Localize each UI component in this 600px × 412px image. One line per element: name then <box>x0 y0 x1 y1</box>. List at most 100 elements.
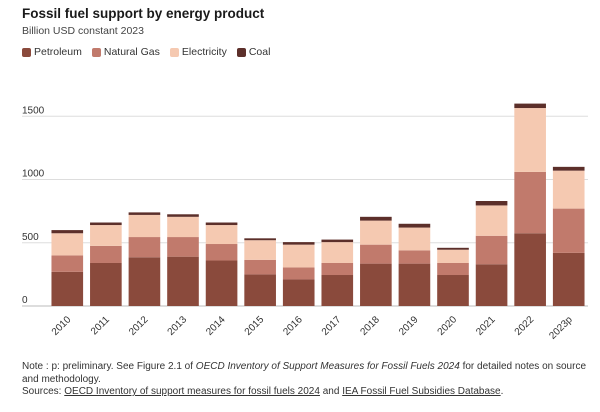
bar-petroleum-2023p <box>552 252 585 306</box>
bar-coal-2011 <box>90 222 122 226</box>
legend-item-natural-gas[interactable]: Natural Gas <box>91 46 160 58</box>
legend-swatch-natural-gas <box>91 47 101 57</box>
x-tick-label-2018: 2018 <box>358 314 382 338</box>
stacked-bar-chart: 0 500 1000 1500 2010 2011 2012 2013 2014 2015 2016… <box>22 103 588 342</box>
note-line: Note : p: preliminary. See Figure 2.1 of… <box>22 361 592 386</box>
bar-natural-gas-2018 <box>360 244 392 264</box>
note-suffix: for detailed notes on source and methodo… <box>22 361 587 385</box>
bar-coal-2023p <box>552 166 585 171</box>
bar-natural-gas-2013 <box>167 237 199 257</box>
bar-natural-gas-2019 <box>398 250 431 264</box>
sources-prefix: Sources: <box>22 386 65 397</box>
bar-electricity-2023p <box>552 170 585 209</box>
y-tick-label-1500: 1500 <box>22 105 45 116</box>
bar-natural-gas-2014 <box>205 244 238 261</box>
bar-natural-gas-2020 <box>437 262 469 276</box>
bar-natural-gas-2016 <box>282 267 315 280</box>
note-prefix: Note : p: preliminary. See Figure 2.1 of <box>22 361 196 372</box>
x-tick-label-2011: 2011 <box>89 314 112 337</box>
bar-petroleum-2015 <box>244 274 276 306</box>
source-link-iea[interactable]: IEA Fossil Fuel Subsidies Database <box>342 386 501 397</box>
bar-petroleum-2012 <box>128 257 161 306</box>
bar-electricity-2013 <box>167 216 199 238</box>
x-tick-label-2020: 2020 <box>436 314 460 338</box>
bar-petroleum-2021 <box>475 264 508 306</box>
bar-natural-gas-2021 <box>475 235 508 265</box>
bar-coal-2022 <box>514 103 546 109</box>
x-tick-label-2021: 2021 <box>474 314 498 338</box>
y-tick-label-1000: 1000 <box>22 169 45 180</box>
chart-note: Note : p: preliminary. See Figure 2.1 of… <box>22 361 592 399</box>
bar-electricity-2012 <box>128 214 161 238</box>
legend-item-petroleum[interactable]: Petroleum <box>22 46 82 58</box>
bar-electricity-2017 <box>321 242 354 263</box>
note-report-title: OECD Inventory of Support Measures for F… <box>195 361 460 372</box>
bar-petroleum-2019 <box>398 263 431 306</box>
bar-petroleum-2010 <box>51 271 84 306</box>
bar-petroleum-2014 <box>205 260 238 306</box>
x-tick-label-2013: 2013 <box>166 314 190 338</box>
bar-petroleum-2016 <box>282 279 315 306</box>
bar-petroleum-2022 <box>514 233 546 306</box>
legend: Petroleum Natural Gas Electricity Coal <box>22 46 270 58</box>
bar-natural-gas-2011 <box>90 245 122 263</box>
bar-natural-gas-2012 <box>128 237 161 258</box>
y-tick-label-500: 500 <box>22 232 39 243</box>
sources-and: and <box>319 386 343 397</box>
bar-coal-2014 <box>205 222 238 226</box>
chart-subtitle: Billion USD constant 2023 <box>22 25 144 37</box>
bar-petroleum-2013 <box>167 256 199 306</box>
bar-electricity-2018 <box>360 220 392 245</box>
legend-label-coal: Coal <box>248 46 271 58</box>
x-tick-label-2023p: 2023p <box>547 314 575 342</box>
legend-label-natural-gas: Natural Gas <box>103 46 160 58</box>
bar-coal-2016 <box>282 242 315 245</box>
legend-swatch-electricity <box>169 47 179 57</box>
chart-title: Fossil fuel support by energy product <box>22 6 265 21</box>
bar-natural-gas-2010 <box>51 255 84 272</box>
bar-coal-2017 <box>321 239 354 243</box>
bar-coal-2012 <box>128 212 161 215</box>
x-tick-label-2014: 2014 <box>204 314 228 338</box>
x-tick-label-2017: 2017 <box>320 314 344 338</box>
legend-swatch-petroleum <box>22 47 31 57</box>
bar-coal-2010 <box>51 230 84 234</box>
bar-natural-gas-2023p <box>552 208 585 253</box>
x-tick-label-2016: 2016 <box>281 314 305 338</box>
bar-electricity-2016 <box>282 244 315 268</box>
bar-natural-gas-2015 <box>244 259 276 275</box>
bar-coal-2015 <box>244 238 276 241</box>
bar-coal-2018 <box>360 216 392 221</box>
legend-swatch-coal <box>236 47 246 57</box>
bar-petroleum-2020 <box>437 275 469 306</box>
source-link-oecd[interactable]: OECD Inventory of support measures for f… <box>64 386 320 397</box>
x-tick-label-2012: 2012 <box>127 314 151 338</box>
bar-coal-2019 <box>398 223 431 228</box>
bar-coal-2021 <box>475 201 508 206</box>
bar-natural-gas-2022 <box>514 171 546 234</box>
x-tick-label-2022: 2022 <box>513 314 537 338</box>
sources-line: Sources: OECD Inventory of support measu… <box>22 386 592 399</box>
x-tick-label-2010: 2010 <box>50 314 74 338</box>
bar-electricity-2015 <box>244 240 276 260</box>
bar-electricity-2019 <box>398 227 431 251</box>
legend-label-electricity: Electricity <box>181 46 227 58</box>
bar-petroleum-2011 <box>90 262 122 306</box>
bar-electricity-2014 <box>205 225 238 245</box>
bar-petroleum-2017 <box>321 275 354 306</box>
bar-coal-2020 <box>437 247 469 250</box>
bar-coal-2013 <box>167 214 199 217</box>
bar-petroleum-2018 <box>360 263 392 306</box>
bar-natural-gas-2017 <box>321 262 354 276</box>
legend-item-coal[interactable]: Coal <box>236 46 271 58</box>
bar-electricity-2010 <box>51 233 84 256</box>
legend-item-electricity[interactable]: Electricity <box>169 46 227 58</box>
bar-electricity-2011 <box>90 225 122 246</box>
bar-electricity-2022 <box>514 108 546 172</box>
x-tick-label-2015: 2015 <box>243 314 267 338</box>
sources-end: . <box>500 386 504 397</box>
x-tick-label-2019: 2019 <box>397 314 421 338</box>
y-tick-label-0: 0 <box>22 295 28 306</box>
bar-electricity-2021 <box>475 205 508 236</box>
legend-label-petroleum: Petroleum <box>34 46 82 58</box>
